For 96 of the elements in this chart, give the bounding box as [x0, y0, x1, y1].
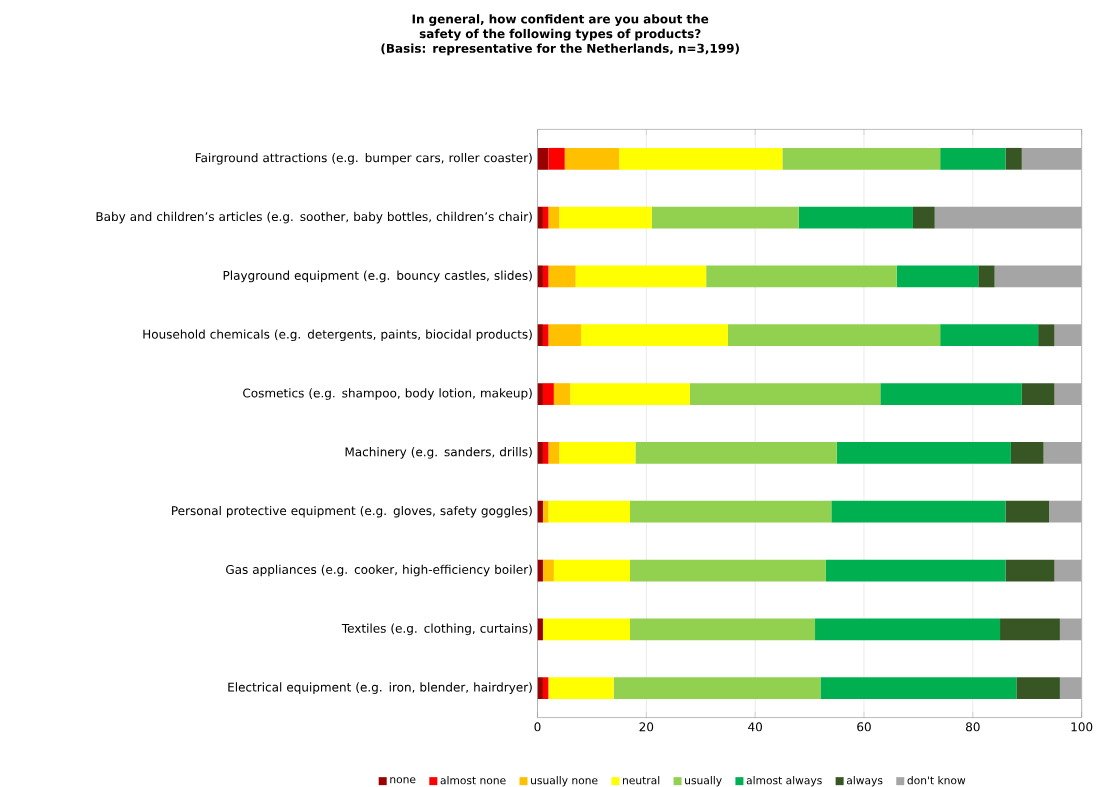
legend-label: almost always [746, 776, 822, 787]
bar [553, 559, 631, 582]
y-tick-label: Electrical equipment (e.g. iron, blender, hairdryer) [228, 682, 532, 694]
bar [581, 324, 728, 347]
bar [727, 324, 941, 347]
bar [1049, 500, 1082, 523]
bar [815, 618, 1001, 641]
y-tick-label: Gas appliances (e.g. cooker, high-efficiency boiler) [226, 564, 532, 577]
bar [782, 147, 941, 170]
x-tick-label: 80 [966, 722, 980, 732]
bar [542, 618, 631, 641]
bar [564, 147, 620, 170]
bar [940, 324, 1039, 347]
bar [559, 442, 636, 464]
bar [940, 147, 1006, 170]
bar [542, 383, 554, 405]
bar [619, 147, 783, 170]
bar [1010, 442, 1044, 464]
bar [1021, 383, 1055, 405]
y-tick-label: Textiles (e.g. clothing, curtains) [341, 623, 532, 636]
bar [542, 559, 554, 582]
bar [553, 383, 571, 405]
y-tick-label: Cosmetics (e.g. shampoo, body lotion, makeup) [243, 388, 532, 400]
bar [934, 206, 1082, 229]
bar [537, 442, 543, 464]
x-tick-label: 40 [748, 722, 762, 732]
bar [575, 265, 707, 288]
bar [548, 206, 560, 229]
legend-label: neutral [623, 776, 660, 785]
bar [570, 383, 690, 405]
bar [1059, 618, 1082, 641]
legend-label: none [390, 777, 416, 784]
bar [1059, 677, 1082, 700]
legend-label: usually none [531, 776, 598, 787]
y-tick-label: Machinery (e.g. sanders, drills) [345, 447, 532, 459]
bar [630, 618, 816, 641]
x-tick-label: 100 [1071, 722, 1093, 732]
x-tick-label: 60 [857, 722, 871, 732]
bar [706, 265, 897, 288]
bar [1043, 442, 1082, 464]
bar [689, 383, 881, 405]
bar [1054, 559, 1082, 582]
bar [1005, 559, 1055, 582]
bar [1021, 147, 1082, 170]
bar [542, 500, 549, 523]
bar [1000, 618, 1060, 641]
bar [825, 559, 1006, 582]
bar [798, 206, 913, 229]
bar [548, 324, 582, 347]
bar [630, 500, 832, 523]
bar [537, 383, 543, 405]
y-tick-label: Baby and children’s articles (e.g. soother, baby bottles, children’s chair) [96, 211, 532, 224]
legend-label: almost none [440, 776, 506, 785]
bar [635, 442, 837, 464]
bar [630, 559, 826, 582]
y-tick-label: Playground equipment (e.g. bouncy castles, slides) [223, 270, 532, 283]
legend-label: usually [685, 776, 722, 787]
y-tick-label: Personal protective equipment (e.g. gloves, safety goggles) [172, 505, 532, 518]
bar [1054, 383, 1082, 405]
bar [880, 383, 1022, 405]
bar [537, 500, 543, 523]
bar [1038, 324, 1055, 347]
legend-label: don't know [907, 776, 966, 785]
bar [548, 677, 614, 700]
bar [542, 677, 549, 700]
bar [537, 618, 543, 641]
bar [548, 147, 565, 170]
bar [651, 206, 799, 229]
chart-title: In general, how confident are you about the safety of the following types of products? [412, 14, 709, 41]
bar [537, 677, 543, 700]
bar [1054, 324, 1082, 347]
bar [613, 677, 821, 700]
bar [537, 147, 549, 170]
bar [1005, 147, 1022, 170]
bar [559, 206, 652, 229]
legend-label: always [846, 776, 883, 787]
bar [1016, 677, 1060, 700]
x-tick-label: 20 [639, 722, 654, 732]
x-tick-label: 0 [534, 722, 541, 732]
bar [994, 265, 1082, 288]
bar [537, 324, 543, 347]
bar [548, 265, 576, 288]
bar [896, 265, 979, 288]
y-tick-label: Household chemicals (e.g. detergents, paints, biocidal products) [143, 329, 532, 342]
y-tick-label: Fairground attractions (e.g. bumper cars, roller coaster) [195, 153, 532, 165]
bar [831, 500, 1006, 523]
bar [1005, 500, 1050, 523]
bar [836, 442, 1011, 464]
chart-subtitle: (Basis: representative for the Netherlands, n=3,199) [381, 43, 739, 56]
bar [548, 500, 631, 523]
bar [978, 265, 995, 288]
bar [820, 677, 1017, 700]
bar [542, 442, 549, 464]
bar [548, 442, 560, 464]
bar [542, 324, 549, 347]
bar [912, 206, 935, 229]
